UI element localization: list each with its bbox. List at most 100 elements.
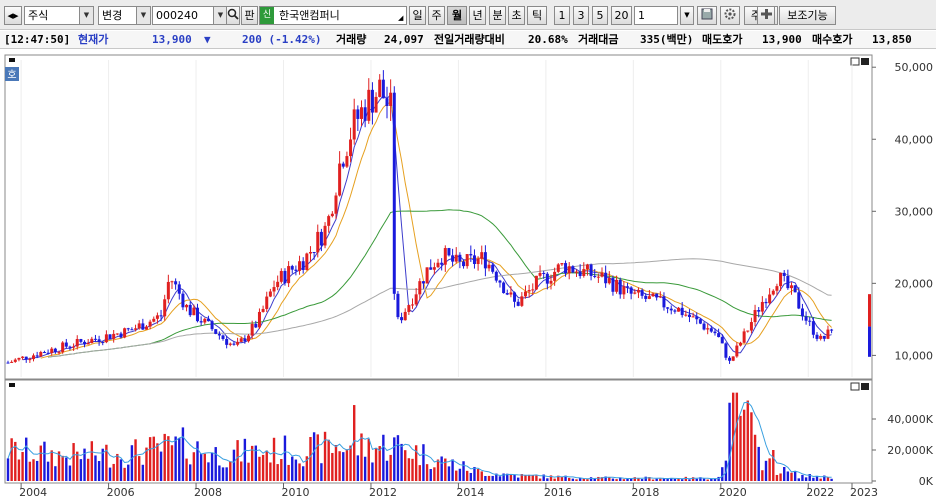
volume-bar xyxy=(294,459,298,481)
price-volume-chart[interactable]: 호 50,000 40,000 30,000 20,000 10,000 40,000K 2… xyxy=(0,50,936,499)
volume-bar xyxy=(600,477,604,481)
candle-body xyxy=(531,289,535,291)
volume-bar xyxy=(673,478,677,481)
volume-bar xyxy=(331,452,334,481)
minimize-icon[interactable] xyxy=(850,382,860,391)
candle-body xyxy=(706,328,710,330)
chevron-down-icon[interactable]: ▼ xyxy=(79,7,93,24)
chart-area[interactable]: 호 50,000 40,000 30,000 20,000 10,000 40,000K 2… xyxy=(0,50,936,499)
current-price: 13,900 xyxy=(152,33,192,46)
range-marker-down xyxy=(868,326,871,357)
volume-bar xyxy=(148,437,152,481)
aux-functions-button[interactable]: 보조기능 xyxy=(779,6,836,25)
interval-button-20[interactable]: 20 xyxy=(611,6,632,25)
candle-body xyxy=(571,266,575,273)
candle-body xyxy=(458,254,462,262)
volume-bar xyxy=(305,456,309,481)
price-tick-label: 30,000 xyxy=(895,205,934,218)
candle-body xyxy=(626,286,630,288)
chevron-down-icon[interactable]: ▼ xyxy=(136,7,150,24)
volume-bar xyxy=(589,477,593,481)
volume-bar xyxy=(626,478,629,481)
corner-badge[interactable] xyxy=(5,67,19,81)
candle-body xyxy=(731,356,735,361)
candle-body xyxy=(640,290,644,296)
period-button-tick[interactable]: 틱 xyxy=(527,6,547,25)
period-button-second[interactable]: 초 xyxy=(508,6,525,25)
candle-body xyxy=(760,301,764,312)
volume-bar xyxy=(476,469,480,481)
year-tick-label: 2006 xyxy=(107,486,135,499)
period-button-month[interactable]: 월 xyxy=(447,6,467,25)
volume-bar xyxy=(815,476,819,481)
candle-body xyxy=(447,248,451,256)
volume-bar xyxy=(710,478,713,481)
volume-value: 24,097 xyxy=(384,33,424,46)
volume-bar xyxy=(393,437,396,481)
volume-bar xyxy=(298,463,301,481)
volume-bar xyxy=(10,438,13,481)
interval-button-1[interactable]: 1 xyxy=(554,6,570,25)
volume-bar xyxy=(684,476,688,481)
period-button-week[interactable]: 주 xyxy=(428,6,445,25)
interval-button-5[interactable]: 5 xyxy=(592,6,608,25)
stock-code-input[interactable]: 000240 ▼ xyxy=(152,6,228,25)
candle-body xyxy=(134,328,138,330)
chevron-down-icon[interactable]: ▼ xyxy=(680,6,694,25)
volume-bar xyxy=(345,449,349,481)
volume-bar xyxy=(320,463,323,481)
period-button-year[interactable]: 년 xyxy=(469,6,486,25)
volume-bar xyxy=(291,456,294,481)
volume-bar xyxy=(706,479,709,481)
prev-ratio-value: 20.68% xyxy=(528,33,568,46)
volume-bar xyxy=(786,471,790,481)
price-panel-window-buttons[interactable] xyxy=(850,57,869,66)
candle-body xyxy=(316,231,320,253)
volume-bar xyxy=(250,445,254,481)
minimize-icon[interactable] xyxy=(850,57,860,66)
volume-bar xyxy=(691,477,695,481)
company-name-field[interactable]: 신 한국앤컴퍼니 ◢ xyxy=(259,6,407,25)
volume-bar xyxy=(480,471,483,481)
volume-bar xyxy=(61,455,64,481)
settings-button[interactable] xyxy=(720,6,740,25)
volume-bar xyxy=(622,479,626,481)
candle-body xyxy=(516,301,520,306)
close-icon[interactable] xyxy=(861,58,869,65)
candle-body xyxy=(210,321,214,330)
pan-button[interactable]: 판 xyxy=(241,6,258,25)
candle-body xyxy=(717,333,721,338)
search-icon xyxy=(227,8,239,20)
mode-select[interactable]: 변경 ▼ xyxy=(98,6,151,25)
period-button-minute[interactable]: 분 xyxy=(489,6,506,25)
volume-bar xyxy=(648,477,651,481)
interval-input[interactable]: 1 xyxy=(634,6,678,25)
candle-body xyxy=(509,292,513,295)
volume-panel-window-buttons[interactable] xyxy=(850,382,869,391)
volume-bar xyxy=(757,446,760,481)
volume-bar xyxy=(542,474,545,481)
interval-input-value: 1 xyxy=(638,9,645,22)
candle-body xyxy=(276,281,280,288)
volume-bar xyxy=(830,478,833,481)
candle-body xyxy=(389,92,393,106)
nav-arrows-button[interactable]: ◂▸ xyxy=(4,6,22,25)
year-tick-label: 2020 xyxy=(719,486,747,499)
add-indicator-button[interactable] xyxy=(757,6,775,25)
volume-bar xyxy=(229,461,232,481)
save-button[interactable] xyxy=(697,6,717,25)
market-select[interactable]: 주식 ▼ xyxy=(24,6,94,25)
period-button-day[interactable]: 일 xyxy=(409,6,426,25)
candle-body xyxy=(381,79,385,99)
close-icon[interactable] xyxy=(861,383,869,390)
volume-bar xyxy=(819,478,822,481)
search-button[interactable] xyxy=(226,6,240,25)
volume-bar xyxy=(119,459,123,481)
volume-bar xyxy=(513,474,516,481)
candle-body xyxy=(68,346,72,348)
candle-body xyxy=(53,348,57,353)
interval-button-3[interactable]: 3 xyxy=(573,6,589,25)
volume-bar xyxy=(232,449,236,481)
chevron-down-icon[interactable]: ▼ xyxy=(213,7,227,24)
candle-body xyxy=(523,291,527,297)
